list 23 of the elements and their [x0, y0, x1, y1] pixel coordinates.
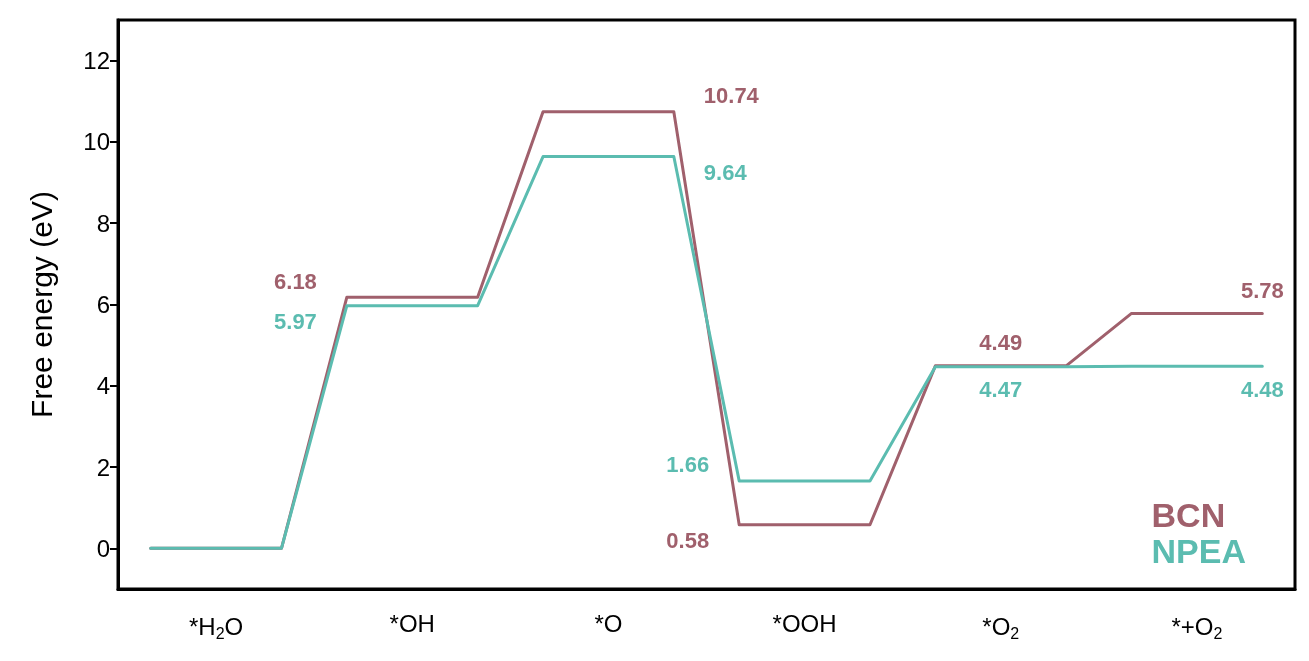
y-axis-title: Free energy (eV) — [24, 191, 58, 418]
text: BCN — [1151, 496, 1226, 534]
data-label: 4.48 — [1240, 376, 1284, 402]
data-label: 4.49 — [979, 330, 1023, 356]
data-label: 9.64 — [703, 160, 748, 186]
y-tick-label: 12 — [83, 47, 110, 75]
y-tick-label: 0 — [96, 534, 110, 562]
data-label: 1.66 — [666, 452, 710, 478]
x-tick-label: *OOH — [772, 609, 837, 637]
y-tick-label: 6 — [96, 291, 110, 318]
x-tick-label: *OH — [389, 609, 435, 637]
data-label: 6.18 — [274, 268, 317, 294]
y-tick-label: 8 — [96, 209, 110, 237]
x-tick-label: *O — [594, 609, 623, 637]
data-label: 0.58 — [666, 528, 710, 554]
data-label: 10.74 — [703, 83, 760, 109]
data-label: 4.47 — [979, 377, 1023, 403]
data-label: 5.78 — [1240, 277, 1284, 303]
data-label: 5.97 — [274, 309, 317, 335]
y-tick-label: 4 — [96, 372, 110, 400]
y-tick-label: 2 — [96, 453, 110, 481]
y-tick-label: 10 — [83, 128, 110, 156]
text: NPEA — [1151, 532, 1247, 570]
